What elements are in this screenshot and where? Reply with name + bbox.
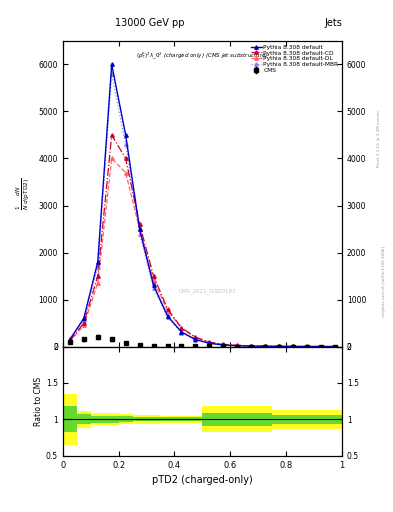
- Pythia 8.308 default-MBR: [109, 71, 114, 77]
- Pythia 8.308 default-DL: [207, 339, 212, 346]
- Pythia 8.308 default-DL: [68, 338, 72, 345]
- Pythia 8.308 default: [319, 344, 323, 350]
- Pythia 8.308 default-CD: [95, 273, 100, 279]
- Pythia 8.308 default-DL: [151, 278, 156, 284]
- Text: Jets: Jets: [324, 18, 342, 28]
- Pythia 8.308 default-CD: [109, 132, 114, 138]
- X-axis label: pTD2 (charged-only): pTD2 (charged-only): [152, 475, 253, 485]
- Pythia 8.308 default-DL: [221, 342, 226, 348]
- Pythia 8.308 default-CD: [249, 343, 253, 349]
- Line: Pythia 8.308 default: Pythia 8.308 default: [68, 63, 337, 348]
- Pythia 8.308 default-MBR: [165, 314, 170, 321]
- Pythia 8.308 default-CD: [291, 344, 296, 350]
- Pythia 8.308 default: [305, 344, 309, 350]
- Pythia 8.308 default: [123, 132, 128, 138]
- Pythia 8.308 default-CD: [151, 273, 156, 279]
- Pythia 8.308 default: [221, 342, 226, 348]
- Pythia 8.308 default-DL: [95, 280, 100, 286]
- Pythia 8.308 default: [151, 282, 156, 288]
- Pythia 8.308 default-CD: [263, 343, 268, 349]
- Pythia 8.308 default-MBR: [221, 342, 226, 348]
- Pythia 8.308 default-CD: [179, 325, 184, 331]
- Pythia 8.308 default-DL: [235, 343, 240, 349]
- Pythia 8.308 default: [207, 340, 212, 346]
- Pythia 8.308 default: [109, 61, 114, 68]
- Text: mcplots.cern.ch [arXiv:1306.3436]: mcplots.cern.ch [arXiv:1306.3436]: [382, 246, 386, 317]
- Pythia 8.308 default-MBR: [95, 264, 100, 270]
- Pythia 8.308 default-CD: [332, 344, 337, 350]
- Pythia 8.308 default-CD: [137, 221, 142, 227]
- Pythia 8.308 default-MBR: [179, 330, 184, 336]
- Y-axis label: Ratio to CMS: Ratio to CMS: [34, 376, 43, 425]
- Pythia 8.308 default-MBR: [193, 337, 198, 343]
- Text: 13000 GeV pp: 13000 GeV pp: [115, 18, 184, 28]
- Pythia 8.308 default: [249, 343, 253, 349]
- Pythia 8.308 default-DL: [277, 343, 281, 349]
- Pythia 8.308 default-CD: [319, 344, 323, 350]
- Pythia 8.308 default: [277, 344, 281, 350]
- Pythia 8.308 default-MBR: [235, 343, 240, 349]
- Pythia 8.308 default: [291, 344, 296, 350]
- Text: $\frac{1}{N}\,\frac{dN}{d(\mathrm{pTD2})}$: $\frac{1}{N}\,\frac{dN}{d(\mathrm{pTD2})…: [15, 178, 32, 210]
- Legend: Pythia 8.308 default, Pythia 8.308 default-CD, Pythia 8.308 default-DL, Pythia 8: Pythia 8.308 default, Pythia 8.308 defau…: [250, 44, 339, 74]
- Pythia 8.308 default-MBR: [123, 141, 128, 147]
- Pythia 8.308 default: [193, 336, 198, 343]
- Pythia 8.308 default-DL: [109, 156, 114, 162]
- Pythia 8.308 default-CD: [123, 156, 128, 162]
- Text: CMS_2021_I1920187: CMS_2021_I1920187: [179, 289, 237, 294]
- Pythia 8.308 default-MBR: [137, 230, 142, 237]
- Pythia 8.308 default-CD: [68, 338, 72, 344]
- Pythia 8.308 default-CD: [235, 342, 240, 348]
- Pythia 8.308 default-MBR: [68, 337, 72, 343]
- Pythia 8.308 default-CD: [165, 306, 170, 312]
- Pythia 8.308 default-DL: [193, 334, 198, 340]
- Text: $(p_T^p)^2\lambda\_0^2$ (charged only) (CMS jet substructure): $(p_T^p)^2\lambda\_0^2$ (charged only) (…: [136, 50, 268, 61]
- Pythia 8.308 default-CD: [305, 344, 309, 350]
- Pythia 8.308 default: [81, 315, 86, 322]
- Pythia 8.308 default: [179, 329, 184, 335]
- Line: Pythia 8.308 default-DL: Pythia 8.308 default-DL: [68, 157, 337, 348]
- Pythia 8.308 default-CD: [221, 342, 226, 348]
- Pythia 8.308 default-DL: [291, 344, 296, 350]
- Pythia 8.308 default-MBR: [332, 344, 337, 350]
- Pythia 8.308 default-CD: [81, 320, 86, 326]
- Pythia 8.308 default-CD: [193, 334, 198, 340]
- Line: Pythia 8.308 default-CD: Pythia 8.308 default-CD: [68, 133, 337, 348]
- Pythia 8.308 default: [332, 344, 337, 350]
- Pythia 8.308 default-DL: [137, 226, 142, 232]
- Pythia 8.308 default: [137, 226, 142, 232]
- Pythia 8.308 default-MBR: [151, 285, 156, 291]
- Pythia 8.308 default: [95, 259, 100, 265]
- Pythia 8.308 default-DL: [332, 344, 337, 350]
- Pythia 8.308 default-MBR: [305, 344, 309, 350]
- Pythia 8.308 default-DL: [81, 323, 86, 329]
- Pythia 8.308 default-DL: [249, 343, 253, 349]
- Pythia 8.308 default-MBR: [249, 343, 253, 349]
- Pythia 8.308 default: [263, 343, 268, 349]
- Pythia 8.308 default-MBR: [319, 344, 323, 350]
- Pythia 8.308 default-MBR: [263, 343, 268, 349]
- Pythia 8.308 default-MBR: [207, 340, 212, 347]
- Pythia 8.308 default-MBR: [81, 317, 86, 323]
- Line: Pythia 8.308 default-MBR: Pythia 8.308 default-MBR: [68, 72, 337, 348]
- Pythia 8.308 default: [165, 313, 170, 319]
- Pythia 8.308 default-DL: [319, 344, 323, 350]
- Text: Rivet 3.1.10, ≥ 2.1M events: Rivet 3.1.10, ≥ 2.1M events: [377, 110, 381, 167]
- Pythia 8.308 default-DL: [263, 343, 268, 349]
- Pythia 8.308 default-DL: [305, 344, 309, 350]
- Pythia 8.308 default-MBR: [291, 344, 296, 350]
- Pythia 8.308 default-DL: [165, 308, 170, 314]
- Pythia 8.308 default: [68, 336, 72, 343]
- Pythia 8.308 default-MBR: [277, 344, 281, 350]
- Pythia 8.308 default-DL: [179, 325, 184, 331]
- Pythia 8.308 default-DL: [123, 169, 128, 176]
- Pythia 8.308 default-CD: [207, 339, 212, 345]
- Pythia 8.308 default: [235, 343, 240, 349]
- Pythia 8.308 default-CD: [277, 343, 281, 349]
